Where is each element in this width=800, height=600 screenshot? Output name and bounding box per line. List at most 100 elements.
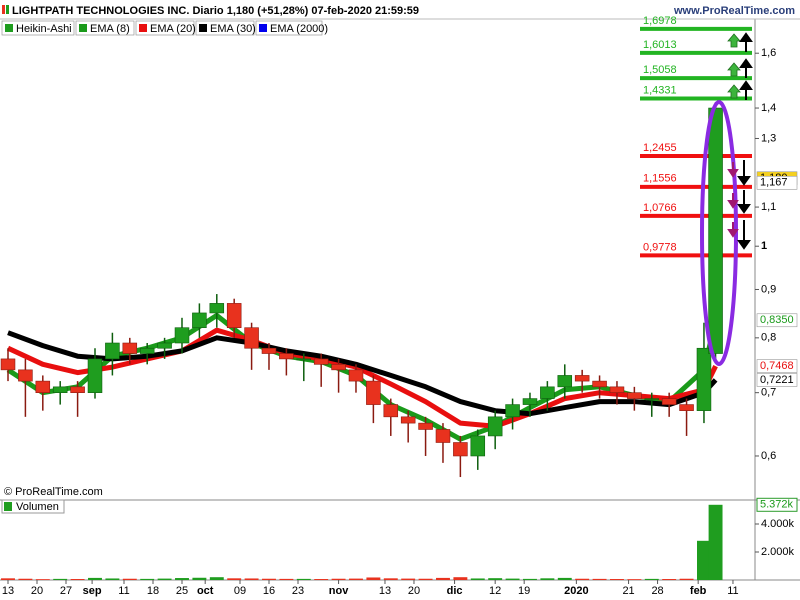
volume-bar: [105, 578, 120, 580]
volume-bar: [436, 577, 450, 580]
x-tick-label: 13: [379, 585, 391, 597]
candle-body: [331, 364, 346, 371]
volume-bar: [592, 578, 607, 580]
candle-body: [383, 404, 399, 418]
candle-body: [348, 369, 364, 382]
candle-body: [540, 386, 555, 399]
candle-body: [400, 416, 416, 424]
volume-legend-box: [1, 499, 65, 514]
x-tick-label: feb: [690, 585, 707, 597]
x-tick-label: 09: [234, 585, 246, 597]
volume-bar: [70, 579, 85, 580]
level-label: 1,0766: [643, 202, 677, 214]
copyright: © ProRealTime.com: [4, 486, 103, 498]
volume-bar: [227, 578, 242, 580]
arrow-up: [727, 33, 741, 48]
last-value-label: 1,167: [760, 177, 788, 189]
volume-bar: [557, 577, 572, 580]
candle-body: [557, 375, 573, 388]
volume-bar: [244, 578, 259, 580]
volume-bar: [279, 578, 294, 580]
legend: Heikin-Ashi EMA (8) EMA (20) EMA (30) EMA (2…: [1, 20, 328, 36]
volume-bar: [679, 578, 694, 580]
y-tick-label: 1: [761, 240, 767, 252]
x-tick-label: 23: [292, 585, 304, 597]
plot: 0,6 0,7 0,8 0,9 1 1,1 1,3 1,4 1,6 13 20 27 sep 11 18 25…: [0, 15, 798, 597]
candle-body: [139, 347, 155, 354]
volume-tick-label: 2.000k: [761, 546, 795, 558]
legend-box: [135, 20, 195, 36]
volume-bar: [708, 504, 723, 580]
x-tick-label: dic: [447, 585, 463, 597]
legend-label: EMA (8): [90, 23, 130, 35]
candle-body: [105, 342, 120, 360]
legend-swatch: [5, 24, 13, 32]
x-tick-label: 20: [31, 585, 43, 597]
x-tick-label: 11: [118, 585, 129, 597]
candle-body: [244, 327, 259, 349]
legend-swatch: [199, 24, 207, 32]
last-value-label: 0,8350: [760, 314, 794, 326]
last-value-box: [756, 175, 798, 190]
volume-bar: [575, 578, 590, 580]
last-value-label: 0,7221: [760, 374, 794, 386]
last-value-box: [756, 359, 798, 373]
candle-body: [418, 422, 433, 430]
candle-body: [470, 435, 486, 457]
volume-bar: [349, 578, 363, 580]
legend-swatch: [139, 24, 147, 32]
volume-legend-icon: [4, 502, 12, 511]
candle-body: [70, 386, 85, 393]
x-tick-label: 25: [176, 585, 188, 597]
arrow-head: [737, 204, 751, 214]
legend-box: [255, 20, 323, 36]
candle-body: [435, 429, 451, 443]
level-label: 1,4331: [643, 84, 677, 96]
volume-bar: [122, 578, 137, 580]
candle-body: [261, 347, 277, 354]
last-value-label: 0,7468: [760, 360, 794, 372]
volume-bar: [627, 579, 642, 580]
volume-bar: [175, 578, 189, 580]
candle-body: [679, 404, 694, 411]
candle-body: [279, 353, 294, 360]
candle-body: [157, 342, 172, 349]
candle-body: [522, 398, 538, 405]
volume-bar: [366, 577, 381, 580]
candle-body: [627, 392, 642, 399]
arrow-head: [739, 32, 753, 42]
candle-body: [192, 312, 207, 329]
header-icon: [6, 5, 9, 14]
source: www.ProRealTime.com: [673, 5, 795, 17]
volume-bar: [488, 578, 503, 580]
level-label: 1,6013: [643, 39, 677, 51]
candle-body: [644, 398, 660, 400]
x-tick-label: 11: [727, 585, 738, 597]
arrow-head: [737, 176, 751, 186]
volume-bar: [662, 579, 677, 580]
volume-bar: [331, 578, 346, 580]
y-tick-label: 1,4: [761, 102, 776, 114]
volume-bar: [35, 579, 50, 580]
candle-body: [574, 375, 590, 382]
arrow-head: [737, 240, 751, 250]
volume-bar: [383, 578, 398, 580]
y-tick-label: 1,3: [761, 132, 776, 144]
volume-bar: [523, 578, 537, 580]
volume-bar: [53, 578, 68, 580]
x-tick-label: nov: [329, 585, 349, 597]
volume-bar: [401, 578, 416, 580]
candle-body: [708, 107, 723, 354]
arrow-head: [739, 80, 753, 90]
arrow-head: [727, 200, 739, 209]
y-tick-label: 0,6: [761, 450, 776, 462]
arrow-head: [727, 229, 739, 238]
candle-body: [609, 386, 625, 393]
volume-bar: [540, 578, 555, 580]
arrow-head: [739, 58, 753, 68]
candle-body: [366, 380, 381, 405]
x-tick-label: 27: [60, 585, 72, 597]
candle-body: [696, 347, 712, 411]
volume-legend: Volumen: [16, 501, 59, 513]
